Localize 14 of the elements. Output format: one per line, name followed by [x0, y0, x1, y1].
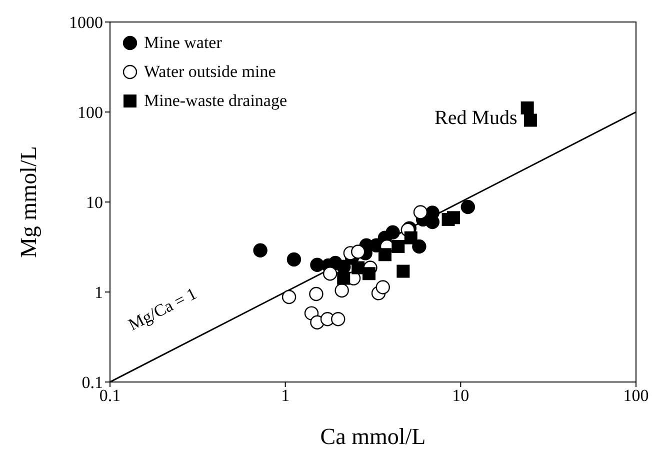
y-tick-label: 1000 [69, 13, 103, 32]
legend-label: Mine-waste drainage [144, 90, 288, 110]
y-tick-label: 10 [86, 193, 103, 212]
annotation: Mg/Ca = 1 [125, 284, 200, 334]
y-tick-label: 1 [94, 283, 103, 302]
legend-label: Mine water [144, 32, 222, 52]
x-tick-label: 100 [623, 386, 649, 406]
y-tick-label: 100 [78, 103, 103, 122]
legend-label: Water outside mine [144, 62, 276, 82]
annotation: Red Muds [434, 106, 518, 129]
y-axis-title: Mg mmol/L [16, 146, 42, 258]
x-tick-label: 1 [281, 386, 290, 406]
x-axis-title: Ca mmol/L [320, 424, 426, 449]
x-tick-label: 10 [452, 386, 470, 406]
